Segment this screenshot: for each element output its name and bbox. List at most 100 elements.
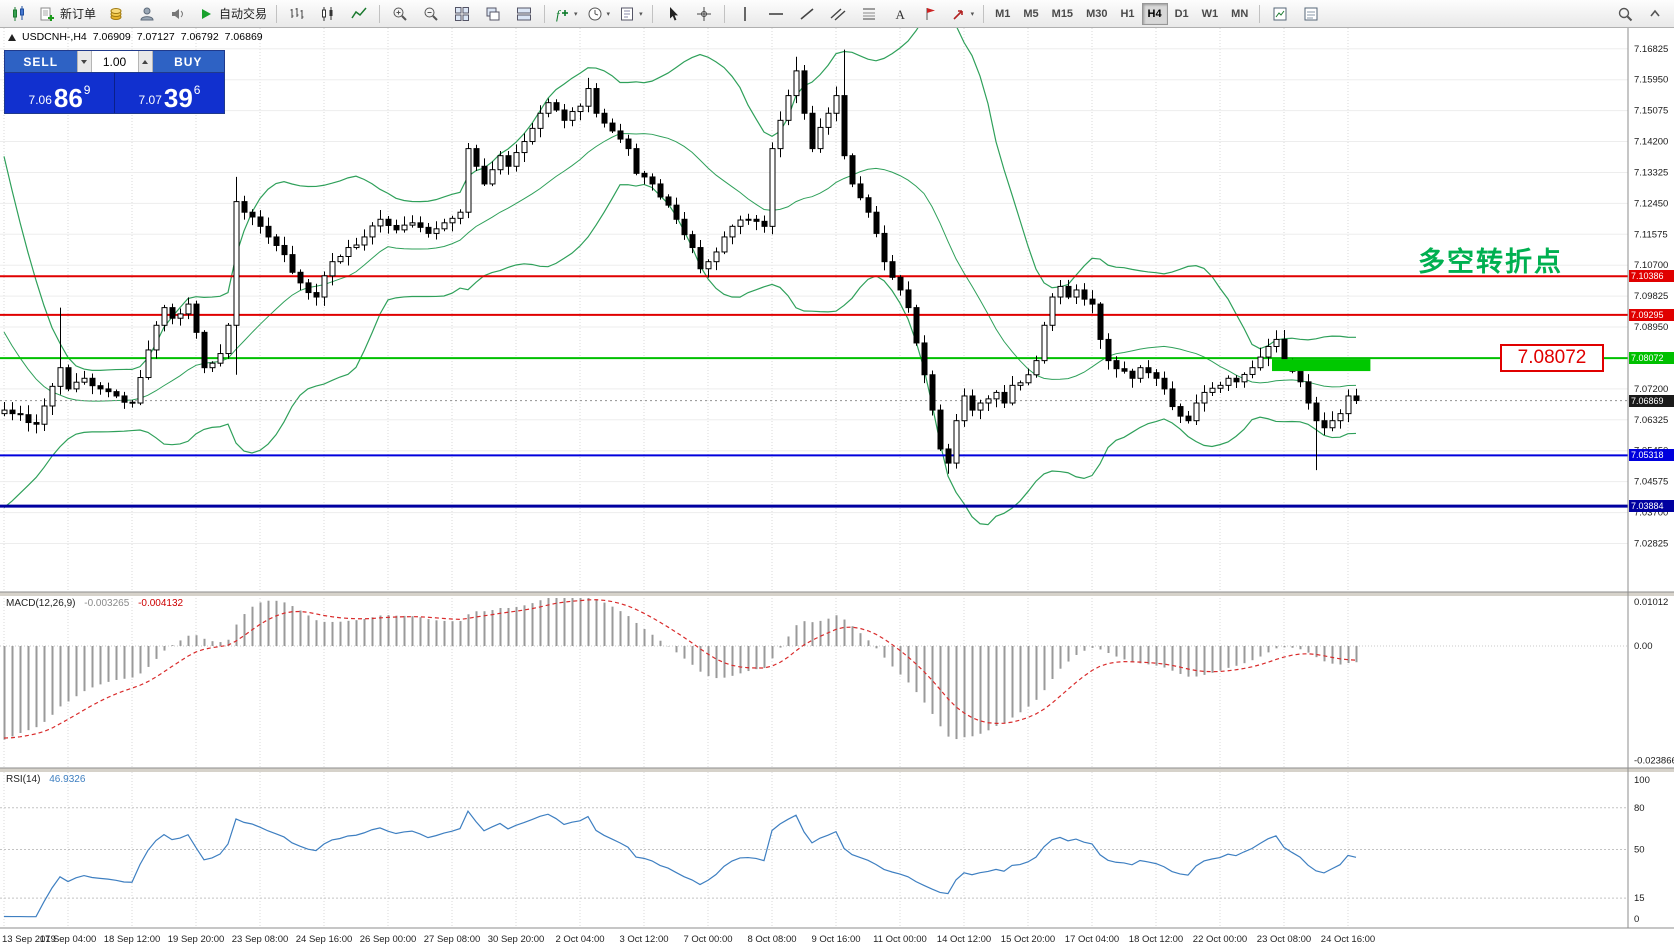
svg-text:24 Sep 16:00: 24 Sep 16:00 [296,934,353,945]
svg-text:f: f [556,7,562,22]
svg-text:15 Oct 20:00: 15 Oct 20:00 [1001,934,1055,945]
cursor-icon[interactable] [658,2,688,26]
timeframe-m1-button[interactable]: M1 [995,7,1011,20]
triangle-down-icon [81,59,87,64]
timeframe-d1-button[interactable]: D1 [1174,7,1189,20]
channel-icon[interactable] [823,2,853,26]
arrows-tool-icon[interactable]: ▾ [947,2,979,26]
candle-chart-icon[interactable] [4,2,34,26]
sell-button[interactable]: SELL [5,51,77,72]
toolbar-separator [651,4,653,23]
lot-size-input[interactable]: 1.00 [91,51,138,72]
hline-price-tag: 7.09295 [1629,308,1674,321]
timeframe-mn-button[interactable]: MN [1231,7,1249,20]
svg-text:7.15950: 7.15950 [1634,75,1668,86]
svg-text:7.14200: 7.14200 [1634,137,1668,148]
sell-price-button[interactable]: 7.06 86 9 [5,73,114,113]
svg-text:27 Sep 08:00: 27 Sep 08:00 [424,934,481,945]
sell-price-point: 9 [83,83,91,97]
profile-icon[interactable] [132,2,162,26]
lot-decrease-button[interactable] [76,51,92,72]
triangle-up-icon [142,59,148,64]
toolbar-separator [379,4,381,23]
fibonacci-icon[interactable] [854,2,884,26]
horizontal-line-icon[interactable] [761,2,791,26]
tile-windows-icon[interactable] [447,2,477,26]
bar-low: 7.06792 [180,31,219,43]
chart-annotation-text: 多空转折点 [1418,247,1563,277]
chevron-down-icon: ▾ [639,10,643,18]
trendline-icon[interactable] [792,2,822,26]
label-tool-icon[interactable] [916,2,946,26]
template-doc-icon[interactable] [1296,2,1326,26]
svg-text:80: 80 [1634,803,1645,814]
templates-icon[interactable]: ▾ [615,2,647,26]
gold-icon[interactable] [101,2,131,26]
cascade-windows-icon[interactable] [478,2,508,26]
bar-up-icon [8,33,16,41]
svg-text:7.11575: 7.11575 [1634,229,1668,240]
arrange-windows-icon[interactable] [509,2,539,26]
svg-text:30 Sep 20:00: 30 Sep 20:00 [488,934,545,945]
rsi-value: 46.9326 [49,774,86,785]
buy-price-button[interactable]: 7.07 39 6 [114,73,224,113]
svg-text:15: 15 [1634,893,1645,904]
svg-text:7.16825: 7.16825 [1634,44,1668,55]
symbol-name: USDCNH-,H4 [22,31,87,43]
periods-icon[interactable]: ▾ [583,2,615,26]
bar-close: 7.06869 [224,31,263,43]
text-tool-icon[interactable]: A [885,2,915,26]
sell-price-pips: 86 [53,83,83,113]
toolbar: 新订单 自动交易 f ▾ ▾ ▾ A ▾ M1 M5 M15 M30 H1 H4 D1 W1 MN [0,0,1674,28]
toolbar-separator [276,4,278,23]
macd-label: MACD(12,26,9) -0.003265 -0.004132 [6,598,183,609]
order-form-button[interactable]: 新订单 [35,2,100,26]
timeframe-h4-button[interactable]: H4 [1141,2,1168,25]
timeframe-w1-button[interactable]: W1 [1201,7,1219,20]
collapse-toolbar-icon[interactable] [1640,2,1670,26]
zoom-in-icon[interactable] [385,2,415,26]
svg-text:7 Oct 00:00: 7 Oct 00:00 [683,934,732,945]
indicators-icon[interactable]: f ▾ [550,2,582,26]
vertical-line-icon[interactable] [730,2,760,26]
rsi-label: RSI(14) 46.9326 [6,774,85,785]
svg-text:7.13325: 7.13325 [1634,167,1668,178]
line-chart-icon[interactable] [344,2,374,26]
candlestick-chart-icon[interactable] [313,2,343,26]
toolbar-separator [1259,4,1261,23]
macd-name: MACD(12,26,9) [6,598,76,609]
svg-text:0: 0 [1634,914,1639,925]
svg-text:7.09825: 7.09825 [1634,291,1668,302]
chevron-down-icon: ▾ [574,10,578,18]
svg-text:23 Sep 08:00: 23 Sep 08:00 [232,934,289,945]
svg-text:17 Oct 04:00: 17 Oct 04:00 [1065,934,1119,945]
toolbar-separator [723,4,725,23]
hline-price-tag: 7.10386 [1629,270,1674,283]
svg-text:7.03700: 7.03700 [1634,508,1668,519]
indicator-list-icon[interactable] [1265,2,1295,26]
crosshair-icon[interactable] [689,2,719,26]
zoom-out-icon[interactable] [416,2,446,26]
toolbar-separator [544,4,546,23]
svg-text:7.06325: 7.06325 [1634,415,1668,426]
bar-chart-icon[interactable] [282,2,312,26]
toolbar-separator [983,4,985,23]
svg-text:14 Oct 12:00: 14 Oct 12:00 [937,934,991,945]
timeframe-h1-button[interactable]: H1 [1120,7,1135,20]
autotrade-play-button[interactable]: 自动交易 [194,2,271,26]
timeframe-m5-button[interactable]: M5 [1023,7,1039,20]
lot-increase-button[interactable] [137,51,153,72]
hline-price-tag: 7.08072 [1629,352,1674,365]
search-icon[interactable] [1610,2,1640,26]
buy-button[interactable]: BUY [152,51,224,72]
timeframe-m15-button[interactable]: M15 [1051,7,1074,20]
chart-ohlc-info: USDCNH-,H4 7.06909 7.07127 7.06792 7.068… [8,31,263,43]
hline-price-tag: 7.03884 [1629,500,1674,513]
svg-text:13 Sep 2019: 13 Sep 2019 [2,934,56,945]
buy-price-pips: 39 [163,83,193,113]
sound-icon[interactable] [163,2,193,26]
autotrade-play-label: 自动交易 [219,7,268,21]
timeframe-m30-button[interactable]: M30 [1086,7,1108,20]
macd-signal-value: -0.004132 [138,598,184,609]
